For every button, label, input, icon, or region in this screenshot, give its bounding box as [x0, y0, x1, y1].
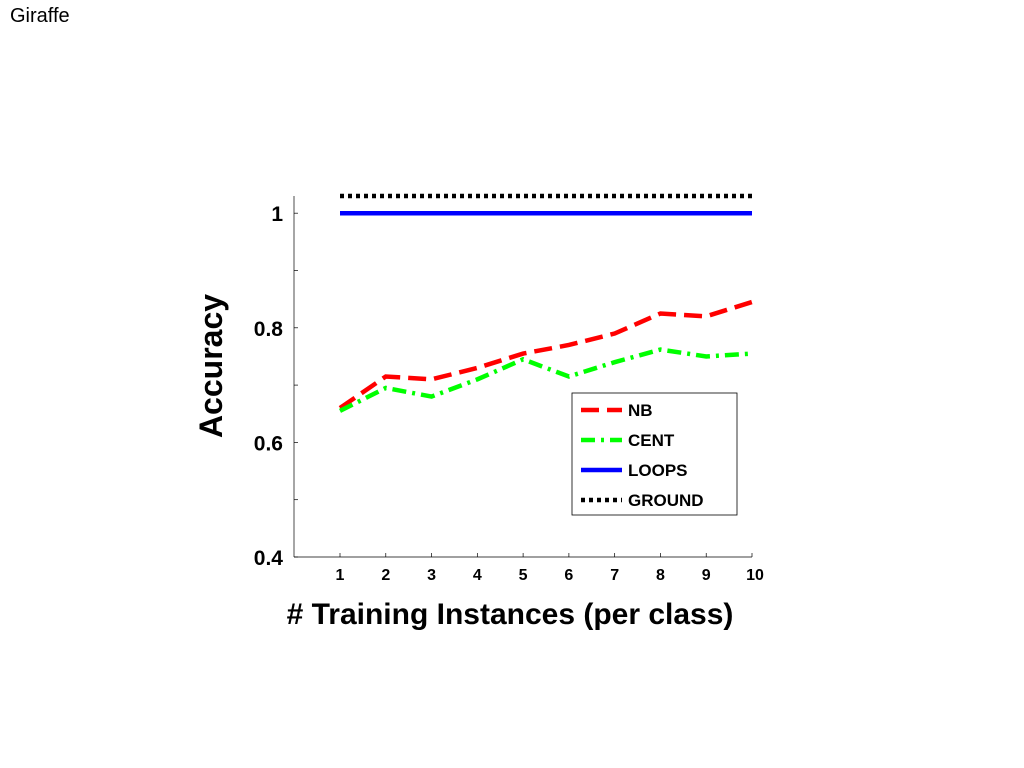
x-tick-label: 3 — [427, 567, 436, 584]
legend-box — [571, 392, 738, 516]
x-tick-label: 10 — [746, 567, 764, 584]
legend-label-nb: NB — [628, 401, 653, 420]
x-tick-label: 1 — [336, 567, 345, 584]
x-tick-label: 2 — [381, 567, 390, 584]
x-axis-title: # Training Instances (per class) — [287, 598, 734, 631]
tick-labels: 0.4 0.6 0.8 1 1 2 3 4 5 6 7 8 9 10 — [254, 203, 764, 584]
x-tick-label: 4 — [473, 567, 482, 584]
x-tick-label: 5 — [519, 567, 528, 584]
x-tick-label: 9 — [702, 567, 711, 584]
y-axis-title: Accuracy — [193, 294, 229, 438]
legend-label-ground: GROUND — [628, 491, 704, 510]
x-tick-label: 8 — [656, 567, 665, 584]
page-title: Giraffe — [10, 5, 70, 27]
legend: NB CENT LOOPS GROUND — [571, 392, 738, 516]
x-tick-label: 6 — [564, 567, 573, 584]
y-tick-label: 0.6 — [254, 432, 283, 455]
legend-label-cent: CENT — [628, 431, 675, 450]
legend-label-loops: LOOPS — [628, 461, 688, 480]
series-line-nb — [338, 299, 753, 410]
y-tick-label: 1 — [271, 203, 283, 226]
series-lines — [338, 193, 753, 413]
y-tick-label: 0.4 — [254, 547, 284, 570]
axes — [293, 196, 753, 558]
x-tick-label: 7 — [610, 567, 619, 584]
y-tick-label: 0.8 — [254, 318, 284, 341]
